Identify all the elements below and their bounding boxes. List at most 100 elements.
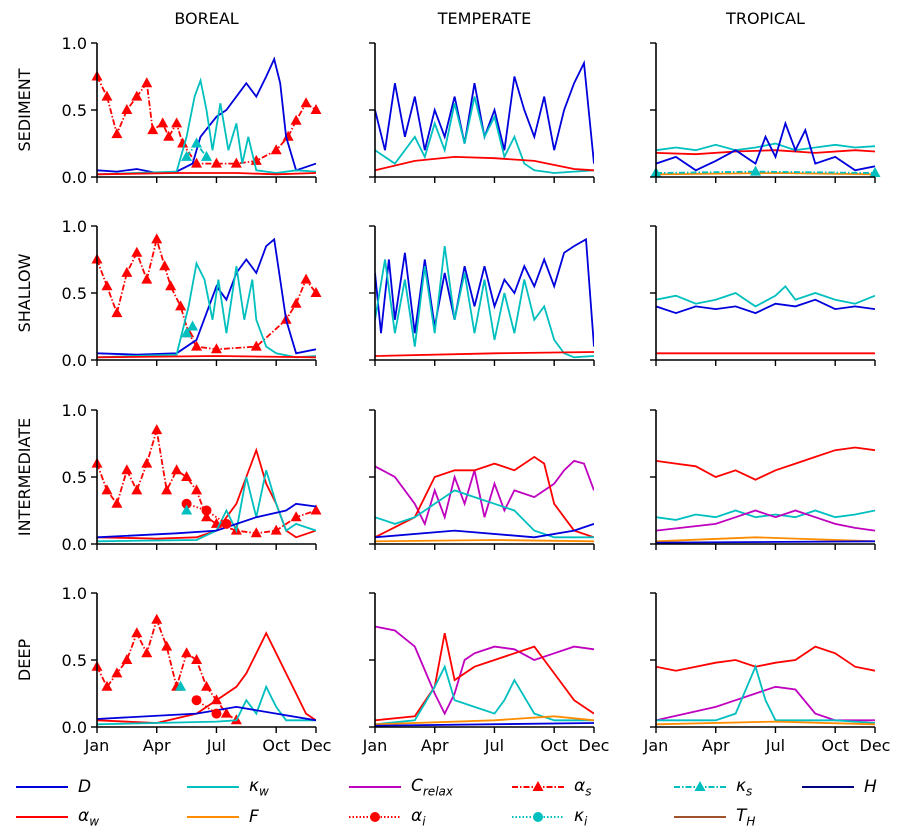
marker-ks	[181, 150, 193, 161]
marker-as	[121, 464, 133, 475]
legend-label: Crelax	[411, 776, 453, 798]
legend-swatch	[674, 816, 726, 818]
series-line-kw	[375, 664, 594, 726]
panel-sediment-boreal: 0.0 0.5 1.0	[62, 34, 322, 187]
marker-as	[161, 484, 173, 495]
series-line-kw	[375, 489, 594, 539]
marker-as	[121, 104, 133, 114]
x-tick-label: Dec	[860, 736, 891, 755]
marker-ai	[211, 708, 222, 719]
legend-item-ai: αi	[347, 804, 426, 830]
legend-label-main: α	[574, 775, 586, 796]
marker-as	[250, 527, 262, 538]
marker-as	[250, 340, 262, 351]
panel-shallow-boreal: 0.0 0.5 1.0	[62, 217, 322, 370]
series-line-aw	[656, 446, 875, 481]
series-line-kw	[656, 284, 875, 308]
marker-as	[201, 680, 212, 691]
panel-intermediate-boreal: 0.0 0.5 1.0	[62, 401, 322, 554]
marker-as	[141, 647, 153, 658]
marker-as	[201, 511, 212, 522]
series-line-D	[656, 298, 875, 315]
marker-ks	[187, 320, 199, 331]
series-line-F	[375, 715, 594, 726]
x-tick-label: Jul	[484, 736, 504, 755]
marker-as	[111, 667, 123, 678]
panel-intermediate-temperate	[369, 409, 595, 550]
series-line-kw	[97, 77, 316, 176]
marker-as	[177, 137, 189, 148]
y-tick-label: 0.5	[62, 651, 87, 670]
row-title: DEEP	[15, 639, 34, 682]
legend-label-subscript: H	[746, 814, 756, 829]
x-tick-label: Dec	[579, 736, 610, 755]
marker-as	[157, 117, 169, 128]
marker-as	[210, 157, 222, 168]
series-line-D	[97, 502, 316, 539]
series-line-crelax	[656, 509, 875, 532]
series-line-F	[375, 539, 594, 543]
x-tick-label: Dec	[301, 736, 332, 755]
marker-as	[163, 130, 175, 141]
x-tick-label: Oct	[540, 736, 568, 755]
marker-as	[141, 457, 153, 468]
legend-swatch	[512, 812, 564, 822]
x-tick-label: Jan	[643, 736, 669, 755]
marker-ai	[191, 695, 202, 706]
y-tick-label: 1.0	[62, 217, 87, 236]
x-tick-label: Apr	[143, 736, 171, 755]
marker-as	[131, 246, 143, 257]
legend-item-crelax: Crelax	[347, 774, 453, 800]
legend-label-subscript: w	[89, 814, 100, 829]
marker-ks	[191, 137, 203, 148]
legend-label: αs	[574, 776, 591, 798]
y-tick-label: 0.5	[62, 284, 87, 303]
x-tick-label: Jan	[84, 736, 110, 755]
series-line-crelax	[375, 459, 594, 527]
series-line-kw	[656, 664, 875, 724]
y-tick-label: 0.0	[62, 535, 87, 554]
marker-as	[175, 300, 187, 311]
legend-item-D: D	[14, 774, 91, 800]
panel-shallow-temperate	[369, 225, 595, 366]
legend-swatch	[16, 816, 68, 818]
y-tick-label: 1.0	[62, 401, 87, 420]
series-line-D	[97, 237, 316, 356]
row-title: INTERMEDIATE	[15, 418, 34, 536]
legend-swatch	[16, 786, 68, 788]
series-line-aw	[375, 633, 594, 722]
series-line-aw	[375, 155, 594, 172]
legend-label-subscript: relax	[422, 784, 453, 799]
row-title: SEDIMENT	[15, 68, 34, 151]
legend-label-main: α	[411, 805, 423, 826]
legend-label-main: α	[78, 805, 90, 826]
x-tick-label: Oct	[262, 736, 290, 755]
row-title: SHALLOW	[15, 253, 34, 332]
y-tick-label: 0.0	[62, 351, 87, 370]
series-line-aw	[97, 172, 316, 176]
marker-as	[282, 130, 294, 141]
x-tick-label: Apr	[421, 736, 449, 755]
series-line-D	[656, 120, 875, 172]
legend-swatch	[349, 812, 401, 822]
series-line-kw	[375, 245, 594, 359]
marker-as	[171, 117, 183, 128]
series-line-aw	[375, 351, 594, 357]
series-line-kw	[97, 260, 316, 359]
marker-as	[131, 484, 143, 495]
marker-as	[159, 260, 171, 271]
marker-as	[165, 280, 177, 291]
marker-as	[290, 297, 302, 308]
x-tick-label: Jul	[765, 736, 785, 755]
series-line-aw	[656, 149, 875, 156]
legend-swatch	[512, 781, 564, 791]
legend-label-subscript: w	[259, 784, 269, 799]
y-tick-label: 1.0	[62, 34, 87, 53]
marker-ks	[175, 680, 187, 691]
series-line-D	[375, 237, 594, 347]
marker-ai	[201, 505, 212, 516]
x-tick-label: Jan	[362, 736, 388, 755]
legend-label-subscript: i	[584, 814, 588, 829]
x-tick-label: Jul	[206, 736, 226, 755]
panel-deep-tropical: Jan Apr Jul Oct Dec	[643, 592, 891, 755]
